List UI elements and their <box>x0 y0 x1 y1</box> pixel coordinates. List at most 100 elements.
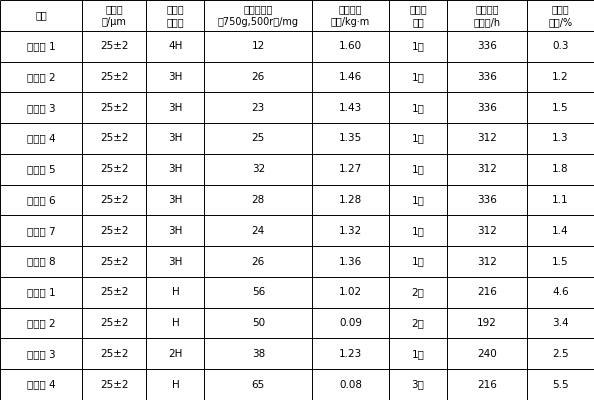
Text: 1.8: 1.8 <box>552 164 568 174</box>
Text: 3级: 3级 <box>412 380 424 390</box>
Text: 25±2: 25±2 <box>100 226 129 236</box>
Text: 对比例 1: 对比例 1 <box>27 287 55 297</box>
Text: 240: 240 <box>477 349 497 359</box>
Text: H: H <box>172 318 179 328</box>
Text: 23: 23 <box>252 103 265 113</box>
Text: 抗酸雾腐
蚀试验/h: 抗酸雾腐 蚀试验/h <box>473 4 500 27</box>
Text: 3H: 3H <box>168 195 182 205</box>
Text: 1.5: 1.5 <box>552 256 568 266</box>
Text: 25: 25 <box>252 134 265 144</box>
Text: 实施例 8: 实施例 8 <box>27 256 55 266</box>
Text: 1级: 1级 <box>412 72 424 82</box>
Text: 1.23: 1.23 <box>339 349 362 359</box>
Text: 1.43: 1.43 <box>339 103 362 113</box>
Text: 32: 32 <box>252 164 265 174</box>
Text: 336: 336 <box>477 41 497 51</box>
Text: 2H: 2H <box>168 349 182 359</box>
Text: 0.09: 0.09 <box>339 318 362 328</box>
Text: 1.32: 1.32 <box>339 226 362 236</box>
Text: 实施例 5: 实施例 5 <box>27 164 55 174</box>
Text: 附着力
试验: 附着力 试验 <box>409 4 426 27</box>
Text: 336: 336 <box>477 103 497 113</box>
Text: 1.46: 1.46 <box>339 72 362 82</box>
Text: 25±2: 25±2 <box>100 134 129 144</box>
Text: 1.3: 1.3 <box>552 134 568 144</box>
Text: 312: 312 <box>477 134 497 144</box>
Text: 312: 312 <box>477 164 497 174</box>
Text: 1.28: 1.28 <box>339 195 362 205</box>
Text: 336: 336 <box>477 72 497 82</box>
Text: 3.4: 3.4 <box>552 318 568 328</box>
Text: 4.6: 4.6 <box>552 287 568 297</box>
Text: 25±2: 25±2 <box>100 72 129 82</box>
Text: 对比例 3: 对比例 3 <box>27 349 55 359</box>
Text: 1级: 1级 <box>412 134 424 144</box>
Text: 216: 216 <box>477 287 497 297</box>
Text: 1.2: 1.2 <box>552 72 568 82</box>
Text: H: H <box>172 287 179 297</box>
Text: 实施例 1: 实施例 1 <box>27 41 55 51</box>
Text: 5.5: 5.5 <box>552 380 568 390</box>
Text: 实施例 4: 实施例 4 <box>27 134 55 144</box>
Text: 实施例 3: 实施例 3 <box>27 103 55 113</box>
Text: 1级: 1级 <box>412 256 424 266</box>
Text: 0.08: 0.08 <box>339 380 362 390</box>
Text: 38: 38 <box>252 349 265 359</box>
Text: 1级: 1级 <box>412 226 424 236</box>
Text: 1级: 1级 <box>412 164 424 174</box>
Text: 24: 24 <box>252 226 265 236</box>
Text: 耐冲击性
试验/kg·m: 耐冲击性 试验/kg·m <box>331 4 370 27</box>
Text: 336: 336 <box>477 195 497 205</box>
Text: H: H <box>172 380 179 390</box>
Text: 1级: 1级 <box>412 349 424 359</box>
Text: 1.5: 1.5 <box>552 103 568 113</box>
Text: 实施例 7: 实施例 7 <box>27 226 55 236</box>
Text: 25±2: 25±2 <box>100 256 129 266</box>
Text: 192: 192 <box>477 318 497 328</box>
Text: 25±2: 25±2 <box>100 164 129 174</box>
Text: 实施例 2: 实施例 2 <box>27 72 55 82</box>
Text: 1.36: 1.36 <box>339 256 362 266</box>
Text: 26: 26 <box>252 256 265 266</box>
Text: 3H: 3H <box>168 256 182 266</box>
Text: 1.27: 1.27 <box>339 164 362 174</box>
Text: 25±2: 25±2 <box>100 380 129 390</box>
Text: 312: 312 <box>477 256 497 266</box>
Text: 3H: 3H <box>168 164 182 174</box>
Text: 1.02: 1.02 <box>339 287 362 297</box>
Text: 2.5: 2.5 <box>552 349 568 359</box>
Text: 3H: 3H <box>168 72 182 82</box>
Text: 1级: 1级 <box>412 41 424 51</box>
Text: 56: 56 <box>252 287 265 297</box>
Text: 25±2: 25±2 <box>100 195 129 205</box>
Text: 铅笔硬
度试验: 铅笔硬 度试验 <box>167 4 184 27</box>
Text: 3H: 3H <box>168 226 182 236</box>
Text: 1.1: 1.1 <box>552 195 568 205</box>
Text: 26: 26 <box>252 72 265 82</box>
Text: 50: 50 <box>252 318 265 328</box>
Text: 1.35: 1.35 <box>339 134 362 144</box>
Text: 216: 216 <box>477 380 497 390</box>
Text: 1.60: 1.60 <box>339 41 362 51</box>
Text: 3H: 3H <box>168 134 182 144</box>
Text: 1级: 1级 <box>412 103 424 113</box>
Text: 抗水性
试验/%: 抗水性 试验/% <box>548 4 573 27</box>
Text: 25±2: 25±2 <box>100 103 129 113</box>
Text: 1.4: 1.4 <box>552 226 568 236</box>
Text: 2级: 2级 <box>412 318 424 328</box>
Text: 12: 12 <box>252 41 265 51</box>
Text: 25±2: 25±2 <box>100 41 129 51</box>
Text: 28: 28 <box>252 195 265 205</box>
Text: 涂膜厚
度/μm: 涂膜厚 度/μm <box>102 4 127 27</box>
Text: 4H: 4H <box>168 41 182 51</box>
Text: 实施例 6: 实施例 6 <box>27 195 55 205</box>
Text: 对比例 2: 对比例 2 <box>27 318 55 328</box>
Text: 对比例 4: 对比例 4 <box>27 380 55 390</box>
Text: 25±2: 25±2 <box>100 287 129 297</box>
Text: 25±2: 25±2 <box>100 349 129 359</box>
Text: 3H: 3H <box>168 103 182 113</box>
Text: 25±2: 25±2 <box>100 318 129 328</box>
Text: 65: 65 <box>252 380 265 390</box>
Text: 耐磨性试验
（750g,500r）/mg: 耐磨性试验 （750g,500r）/mg <box>218 4 299 27</box>
Text: 0.3: 0.3 <box>552 41 568 51</box>
